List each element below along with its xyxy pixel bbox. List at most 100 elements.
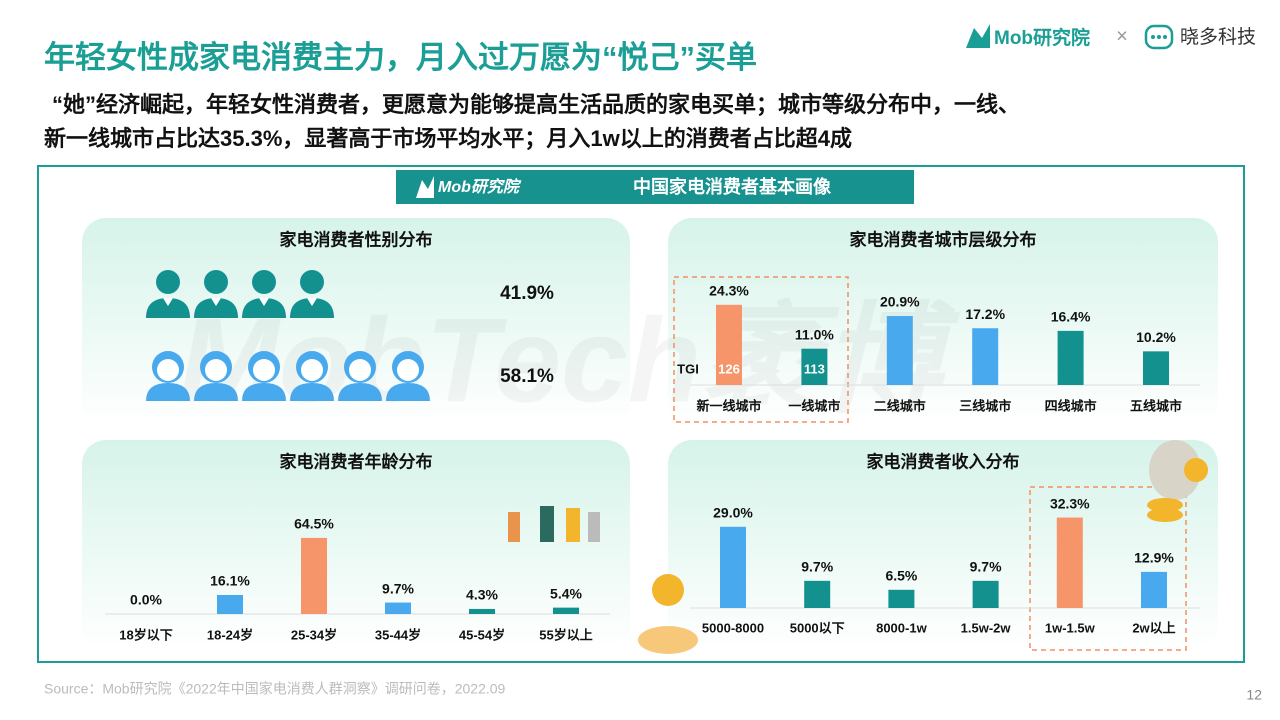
value-label: 0.0% [130,592,162,608]
x-tick-label: 25-34岁 [291,627,337,642]
icon-body [338,383,382,401]
value-label: 9.7% [801,559,833,575]
chart-title: 家电消费者城市层级分布 [850,229,1037,249]
subtitle-line: 新一线城市占比达35.3%，显著高于市场平均水平；月入1w以上的消费者占比超4成 [44,126,852,151]
slide-title: 年轻女性成家电消费主力，月入过万愿为“悦己”买单 [44,40,757,75]
person-icon [146,351,190,401]
icon-face [397,359,419,381]
x-tick-label: 1w-1.5w [1045,620,1096,635]
icon-head [156,270,180,294]
value-label: 16.1% [210,573,250,589]
value-label: 64.5% [294,516,334,532]
bar [720,526,746,608]
x-tick-label: 五线城市 [1130,398,1182,413]
icon-face [253,359,275,381]
bar [1056,517,1083,608]
icon-face [205,359,227,381]
icon-collar [211,298,221,306]
value-label: 4.3% [466,587,498,603]
icon-face [349,359,371,381]
partner-logo: 晓多科技 [1144,24,1256,50]
panel-header [396,170,914,204]
icon-body [194,298,238,318]
icon-body [242,383,286,401]
value-label: 12.9% [1134,550,1174,566]
icon-body [386,383,430,401]
bar [886,316,913,385]
value-label: 10.2% [1136,329,1176,345]
icon-body [146,383,190,401]
tgi-label: TGI [677,361,699,376]
value-label: 58.1% [500,366,554,387]
icon-row [146,351,430,401]
person-icon [290,270,334,318]
bar [553,607,579,614]
person-icon [242,270,286,318]
value-label: 32.3% [1050,495,1090,511]
panel-title: 中国家电消费者基本画像 [633,176,832,197]
value-label: 11.0% [795,326,834,342]
chart-panel [82,440,630,650]
x-tick-label: 1.5w-2w [961,620,1012,635]
bar [469,608,495,614]
person-icon [146,270,190,318]
value-label: 9.7% [382,580,414,596]
x-tick-label: 新一线城市 [696,398,761,413]
chart-title: 家电消费者性别分布 [280,229,433,249]
icon-head [252,270,276,294]
page-number: 12 [1246,687,1262,703]
brand-logo: Mob研究院 [966,24,1090,49]
bar [801,348,828,385]
person-icon [194,270,238,318]
decoration [508,440,1208,654]
person-icon [338,351,382,401]
highlight-box [1029,486,1187,651]
brand-name: Mob研究院 [994,26,1090,49]
x-tick-label: 四线城市 [1045,398,1097,413]
x-tick-label: 18岁以下 [119,627,172,642]
tgi-value: 113 [804,361,825,376]
bar [217,595,243,614]
icon-collar [163,298,173,306]
icon-head [204,270,228,294]
icon-body [194,383,238,401]
x-tick-label: 35-44岁 [375,627,421,642]
x-tick-label: 18-24岁 [207,627,253,642]
person-icon [386,351,430,401]
chart-panel [668,440,1218,650]
person-icon [290,351,334,401]
x-tick-label: 5000-8000 [702,620,764,635]
tgi-value: 126 [718,361,740,376]
value-label: 16.4% [1051,309,1091,325]
icon-body [290,383,334,401]
panel-logo-icon [416,176,434,198]
x-tick-label: 45-54岁 [459,627,505,642]
x-tick-label: 三线城市 [959,398,1011,413]
bar [1143,351,1169,385]
value-label: 41.9% [500,283,554,304]
partner-name: 晓多科技 [1180,26,1256,48]
value-label: 29.0% [713,505,753,521]
icon-row [146,270,334,318]
value-label: 6.5% [885,568,917,584]
icon-collar [307,298,317,306]
highlight-box [673,276,849,423]
bar [972,328,999,385]
bar [385,602,411,614]
x-tick-label: 8000-1w [876,620,927,635]
chart-title: 家电消费者收入分布 [867,451,1020,471]
x-tick-label: 5000以下 [790,620,845,635]
bar [1057,330,1084,385]
bar [804,580,831,608]
icon-head [300,270,324,294]
x-tick-label: 2w以上 [1132,620,1175,635]
icon-collar [259,298,269,306]
value-label: 9.7% [970,559,1002,575]
subtitle-line: “她”经济崛起，年轻女性消费者，更愿意为能够提高生活品质的家电买单；城市等级分布… [52,92,1020,117]
value-label: 20.9% [880,294,920,310]
bar [1141,571,1167,608]
bar [716,304,742,385]
x-tick-label: 55岁以上 [539,627,592,642]
